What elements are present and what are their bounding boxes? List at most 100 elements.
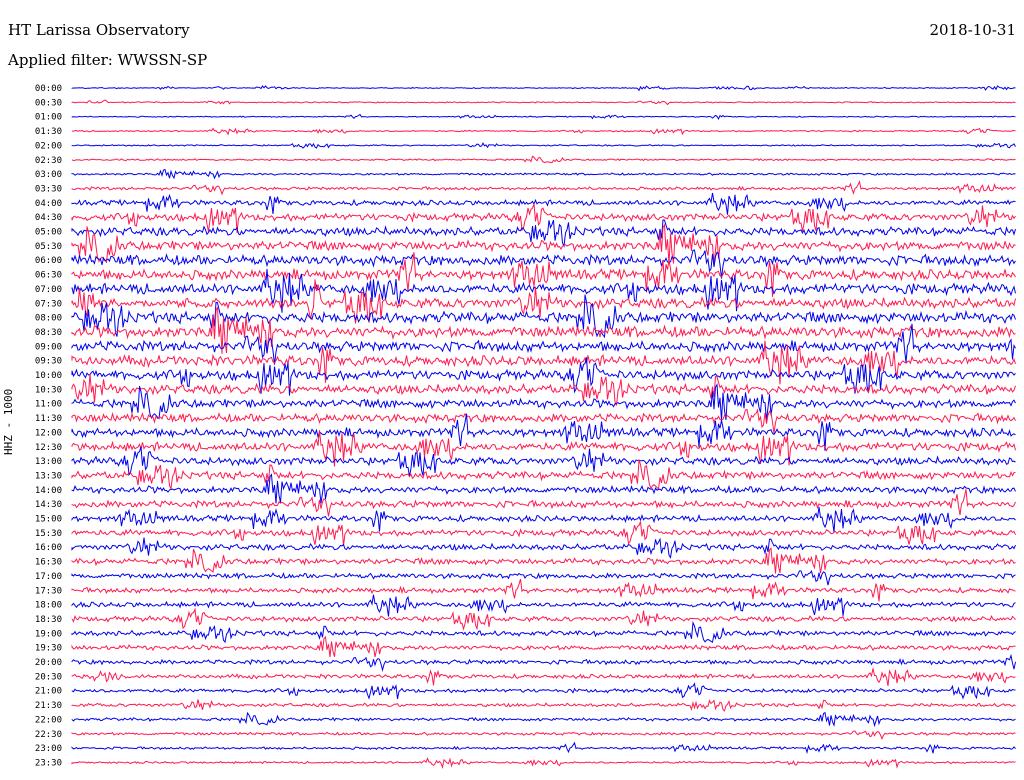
time-tick-label: 14:00 (35, 486, 62, 496)
time-tick-label: 14:30 (35, 500, 62, 510)
time-tick-label: 16:00 (35, 543, 62, 553)
time-tick-label: 07:00 (35, 285, 62, 295)
trace-row (71, 99, 1016, 106)
time-tick-label: 18:30 (35, 615, 62, 625)
time-tick-label: 13:00 (35, 457, 62, 467)
trace-row (71, 430, 1016, 467)
trace-row (71, 506, 1016, 533)
trace-row (71, 607, 1016, 631)
time-tick-label: 09:30 (35, 357, 62, 367)
time-tick-label: 22:30 (35, 730, 62, 740)
trace-row (71, 537, 1016, 559)
trace-row (71, 155, 1016, 164)
time-tick-labels: 00:00 00:30 01:00 01:30 02:00 02:30 03:00 03:30… (35, 84, 62, 768)
trace-row (71, 307, 1016, 354)
trace-row (71, 408, 1016, 434)
record-date: 2018-10-31 (929, 21, 1016, 39)
trace-row (71, 547, 1016, 574)
time-tick-label: 15:30 (35, 529, 62, 539)
time-tick-label: 20:30 (35, 672, 62, 682)
trace-row (71, 268, 1016, 313)
time-tick-label: 02:30 (35, 156, 62, 166)
trace-row (71, 521, 1016, 546)
trace-row (71, 113, 1016, 120)
time-tick-label: 16:30 (35, 558, 62, 568)
trace-row (71, 682, 1016, 700)
time-tick-label: 00:30 (35, 98, 62, 108)
trace-row (71, 459, 1016, 491)
trace-row (71, 741, 1016, 755)
trace-row (71, 219, 1016, 248)
trace-row (71, 594, 1016, 617)
time-tick-label: 00:00 (35, 84, 62, 94)
time-tick-label: 07:30 (35, 299, 62, 309)
time-tick-label: 17:30 (35, 586, 62, 596)
time-tick-label: 23:00 (35, 744, 62, 754)
time-tick-label: 03:30 (35, 184, 62, 194)
time-tick-label: 17:00 (35, 572, 62, 582)
trace-row (71, 203, 1016, 233)
trace-row (71, 374, 1016, 406)
time-tick-label: 12:00 (35, 428, 62, 438)
time-tick-label: 20:00 (35, 658, 62, 668)
time-tick-label: 11:30 (35, 414, 62, 424)
trace-row (71, 413, 1016, 451)
trace-row (71, 757, 1016, 770)
time-tick-label: 09:00 (35, 342, 62, 352)
time-tick-label: 04:00 (35, 199, 62, 209)
time-tick-label: 19:30 (35, 644, 62, 654)
trace-row (71, 569, 1016, 586)
applied-filter: Applied filter: WWSSN-SP (8, 51, 208, 69)
time-tick-label: 05:00 (35, 228, 62, 238)
trace-row (71, 323, 1016, 365)
trace-row (71, 383, 1016, 421)
time-tick-label: 18:00 (35, 601, 62, 611)
trace-row (71, 653, 1016, 672)
trace-row (71, 279, 1016, 324)
trace-row (71, 180, 1016, 196)
time-tick-label: 05:30 (35, 242, 62, 252)
time-tick-label: 12:30 (35, 443, 62, 453)
time-tick-label: 11:00 (35, 400, 62, 410)
trace-row (71, 85, 1016, 92)
time-tick-label: 01:00 (35, 113, 62, 123)
time-tick-label: 04:30 (35, 213, 62, 223)
time-tick-label: 19:00 (35, 629, 62, 639)
time-tick-label: 15:00 (35, 515, 62, 525)
trace-row (71, 635, 1016, 658)
trace-row (71, 668, 1016, 686)
trace-row (71, 711, 1016, 728)
trace-row (71, 223, 1016, 265)
observatory-title: HT Larissa Observatory (8, 21, 190, 39)
time-tick-label: 08:00 (35, 314, 62, 324)
trace-row (71, 578, 1016, 602)
time-tick-label: 23:30 (35, 758, 62, 768)
trace-row (71, 473, 1016, 504)
trace-row (71, 357, 1016, 396)
time-tick-label: 13:30 (35, 471, 62, 481)
time-tick-label: 22:00 (35, 715, 62, 725)
trace-row (71, 446, 1016, 477)
trace-row (71, 142, 1016, 149)
time-tick-label: 21:30 (35, 701, 62, 711)
time-tick-label: 06:00 (35, 256, 62, 266)
trace-row (71, 192, 1016, 215)
time-tick-label: 02:00 (35, 141, 62, 151)
trace-row (71, 730, 1016, 740)
trace-row (71, 620, 1016, 644)
time-tick-label: 10:00 (35, 371, 62, 381)
time-tick-label: 21:00 (35, 687, 62, 697)
trace-group (71, 85, 1016, 770)
trace-row (71, 699, 1016, 712)
time-tick-label: 08:30 (35, 328, 62, 338)
time-tick-label: 06:30 (35, 271, 62, 281)
trace-row (71, 249, 1016, 279)
trace-row (71, 168, 1016, 180)
trace-row (71, 340, 1016, 385)
time-tick-label: 03:00 (35, 170, 62, 180)
trace-row (71, 489, 1016, 517)
time-tick-label: 10:30 (35, 385, 62, 395)
time-tick-label: 01:30 (35, 127, 62, 137)
trace-row (71, 252, 1016, 297)
